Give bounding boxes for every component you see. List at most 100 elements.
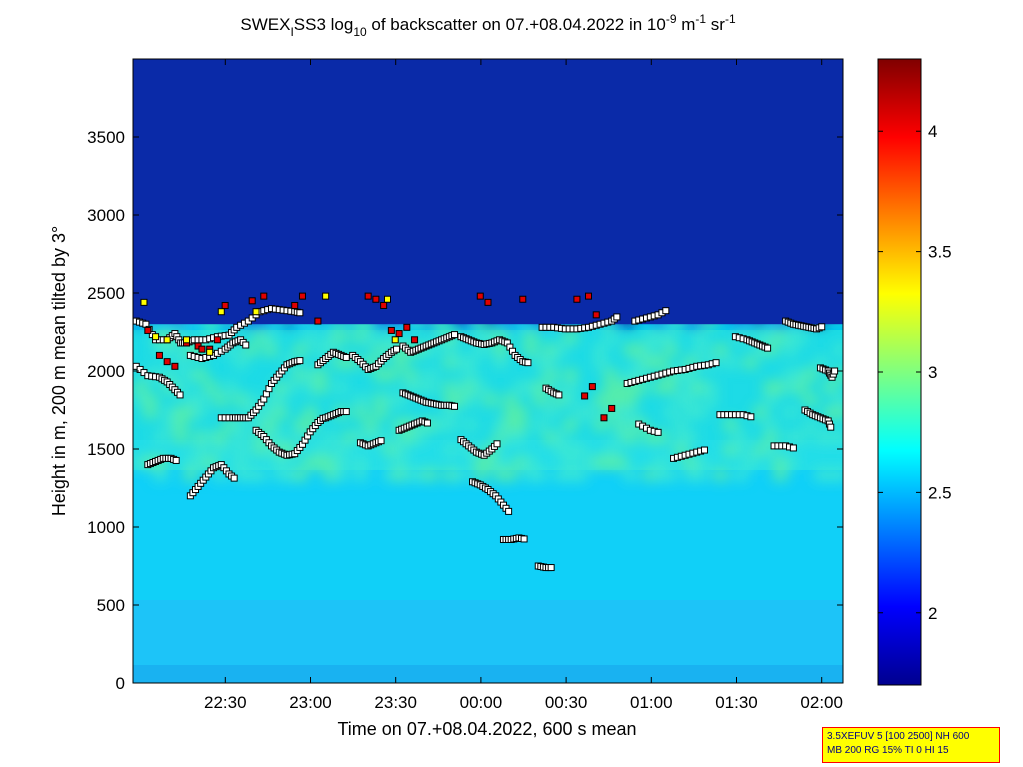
red-marker (380, 301, 388, 309)
cloud-cell (403, 367, 418, 382)
y-axis: 0 500 1000 1500 2000 2500 3000 3500 (87, 128, 843, 693)
cloud-cell (323, 430, 338, 445)
red-marker (592, 311, 600, 319)
cloud-cell (663, 330, 678, 345)
cloud-cell (543, 355, 558, 370)
cloud-cell (293, 342, 308, 357)
cloud-cell (333, 455, 348, 470)
red-marker (411, 336, 419, 344)
cloud-cell (293, 467, 308, 482)
cloud-cell (143, 392, 158, 407)
cloud-cell (833, 430, 843, 445)
x-tick-label: 01:30 (715, 693, 758, 712)
red-marker (387, 326, 395, 334)
cloud-cell (273, 430, 288, 445)
cloud-cell (393, 355, 408, 370)
cloud-cell (703, 380, 718, 395)
cloud-cell (193, 442, 208, 457)
cloud-cell (623, 467, 638, 482)
cloud-cell (623, 392, 638, 407)
cloud-cell (743, 455, 758, 470)
cloud-cell (273, 405, 288, 420)
x-tick-label: 02:00 (800, 693, 843, 712)
cloud-base-marker (700, 446, 708, 454)
settings-line-2: MB 200 RG 15% TI 0 HI 15 (827, 745, 949, 756)
cloud-cell (243, 392, 258, 407)
yellow-marker (217, 308, 225, 316)
red-marker (298, 292, 306, 300)
cloud-cell (463, 355, 478, 370)
cloud-base-marker (789, 444, 797, 452)
y-tick-label: 1000 (87, 518, 125, 537)
cloud-cell (273, 392, 288, 407)
cloud-cell (353, 392, 368, 407)
cloud-cell (693, 330, 708, 345)
cloud-cell (523, 342, 538, 357)
cloud-cell (443, 442, 458, 457)
cloud-cell (583, 405, 598, 420)
cloud-cell (213, 442, 228, 457)
cloud-base-marker (662, 307, 670, 315)
cloud-cell (233, 355, 248, 370)
red-marker (314, 317, 322, 325)
cloud-cell (563, 455, 578, 470)
cloud-cell (533, 417, 548, 432)
cloud-cell (493, 455, 508, 470)
cloud-cell (393, 455, 408, 470)
yellow-marker (140, 298, 148, 306)
cloud-cell (603, 442, 618, 457)
cloud-base-marker (493, 440, 501, 448)
red-marker (291, 301, 299, 309)
cloud-cell (363, 330, 378, 345)
yellow-marker (163, 336, 171, 344)
cloud-base-marker (176, 391, 184, 399)
cloud-cell (553, 430, 568, 445)
y-axis-label: Height in m, 200 m mean tilted by 3° (49, 226, 69, 516)
cloud-cell (373, 405, 388, 420)
cloud-cell (443, 342, 458, 357)
x-tick-label: 00:30 (545, 693, 588, 712)
cloud-cell (333, 380, 348, 395)
colorbar-tick-label: 3 (928, 363, 937, 382)
x-axis-label: Time on 07.+08.04.2022, 600 s mean (337, 719, 636, 739)
cloud-cell (203, 380, 218, 395)
red-marker (581, 392, 589, 400)
cloud-cell (423, 380, 438, 395)
red-marker (372, 295, 380, 303)
cloud-cell (663, 342, 678, 357)
red-marker (364, 292, 372, 300)
y-tick-label: 0 (116, 674, 125, 693)
cloud-base-marker (505, 507, 513, 515)
cloud-cell (353, 405, 368, 420)
cloud-base-markers (133, 292, 839, 572)
red-marker (198, 345, 206, 353)
cloud-cell (193, 367, 208, 382)
cloud-base-marker (613, 313, 621, 321)
cloud-cell (333, 442, 348, 457)
cloud-cell (783, 455, 798, 470)
cloud-base-marker (654, 428, 662, 436)
cloud-cell (563, 392, 578, 407)
cloud-cell (593, 355, 608, 370)
x-tick-label: 22:30 (204, 693, 247, 712)
y-tick-label: 3500 (87, 128, 125, 147)
cloud-cell (833, 367, 843, 382)
cloud-cell (763, 417, 778, 432)
cloud-base-marker (818, 323, 826, 331)
cloud-cell (793, 330, 808, 345)
cloud-cell (423, 367, 438, 382)
red-marker (155, 351, 163, 359)
cloud-base-marker (342, 353, 350, 361)
cloud-cell (333, 467, 348, 482)
cloud-cell (693, 455, 708, 470)
cloud-cell (263, 342, 278, 357)
red-marker (608, 404, 616, 412)
cloud-cell (173, 430, 188, 445)
red-marker (519, 295, 527, 303)
y-tick-label: 500 (97, 596, 125, 615)
cloud-cell (773, 467, 788, 482)
x-tick-label: 23:30 (374, 693, 417, 712)
cloud-cell (763, 392, 778, 407)
cloud-cell (673, 417, 688, 432)
cloud-cell (563, 367, 578, 382)
